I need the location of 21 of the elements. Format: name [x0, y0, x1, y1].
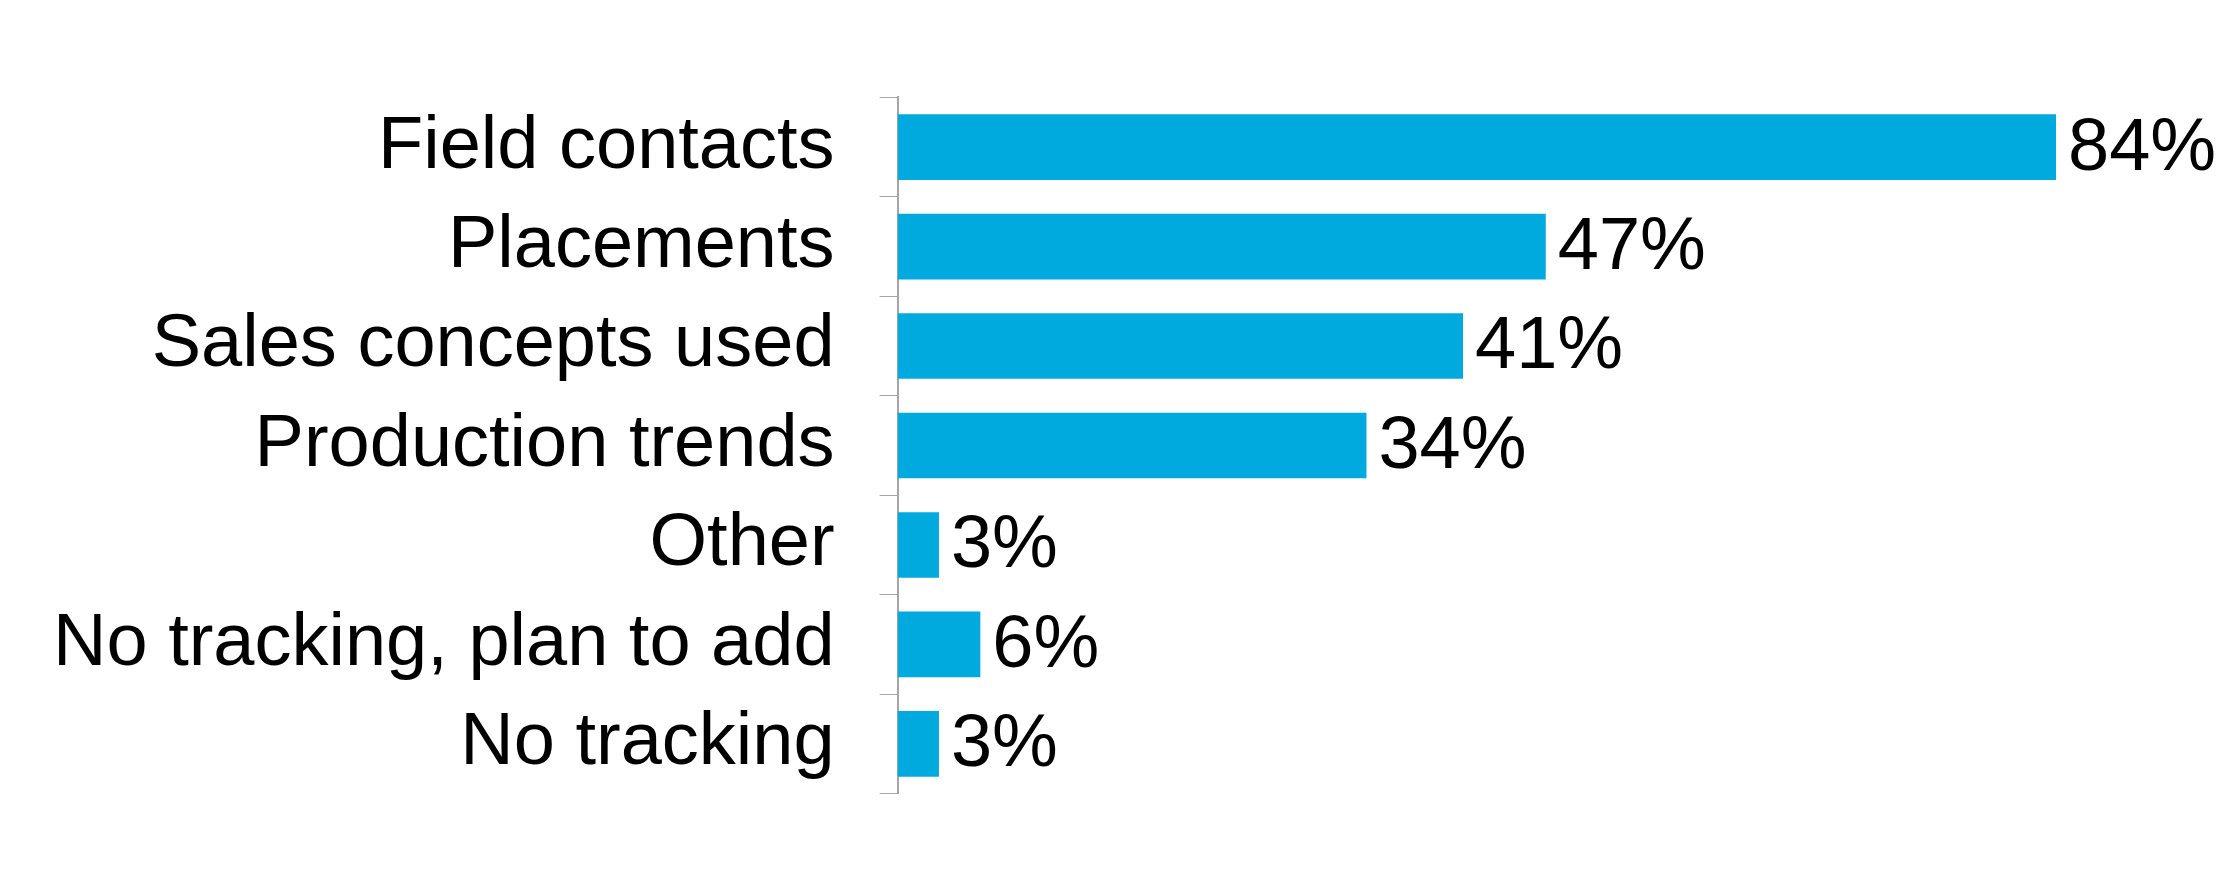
y-tick-label: Placements: [447, 199, 835, 283]
y-tick-label: Other: [649, 498, 835, 582]
bar: [897, 313, 1463, 379]
data-label: 34%: [1378, 400, 1527, 484]
bar: [897, 114, 2056, 180]
data-label: 84%: [2068, 102, 2217, 186]
y-tick-label: Sales concepts used: [151, 299, 835, 383]
data-label: 3%: [950, 500, 1058, 584]
bar: [897, 611, 981, 678]
bar: [897, 412, 1367, 479]
data-label: 3%: [950, 699, 1058, 783]
y-tick-label: No tracking, plan to add: [53, 597, 835, 681]
bar: [897, 512, 939, 578]
bar: [897, 213, 1546, 280]
y-tick-label: No tracking: [460, 697, 835, 781]
data-label: 41%: [1475, 301, 1624, 385]
y-tick-label: Production trends: [254, 398, 835, 482]
bar: [897, 711, 939, 777]
data-label: 6%: [992, 599, 1100, 683]
data-label: 47%: [1557, 201, 1706, 285]
y-tick-label: Field contacts: [378, 100, 835, 184]
